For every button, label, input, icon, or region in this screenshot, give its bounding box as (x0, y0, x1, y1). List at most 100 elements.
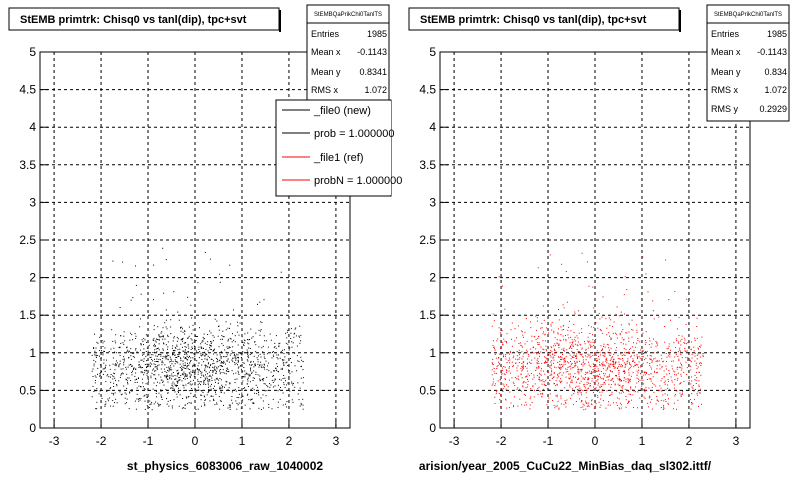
right-scatter-point (608, 354, 610, 356)
left-scatter-point (273, 370, 274, 372)
right-scatter-point (525, 401, 527, 403)
right-scatter-point (519, 354, 520, 356)
right-scatter-point (522, 385, 524, 387)
left-scatter-point (203, 333, 205, 335)
right-scatter-point (553, 373, 555, 375)
left-scatter-point (226, 346, 228, 348)
left-scatter-point (112, 400, 114, 402)
right-scatter-point (615, 361, 616, 363)
left-scatter-point (166, 328, 168, 330)
left-scatter-point (200, 346, 202, 348)
right-scatter-point (651, 386, 653, 388)
left-scatter-point (246, 383, 248, 385)
left-scatter-point (197, 384, 199, 386)
right-scatter-point (604, 355, 606, 357)
left-scatter-point (131, 334, 133, 336)
left-scatter-point (194, 345, 195, 347)
left-scatter-point (125, 393, 127, 395)
left-scatter-point (123, 356, 125, 358)
left-scatter-point (300, 404, 302, 406)
right-scatter-point (626, 332, 628, 334)
right-scatter-point (592, 375, 594, 377)
left-scatter-point (290, 338, 292, 339)
right-scatter-point (632, 329, 634, 331)
right-scatter-point (515, 378, 517, 380)
left-scatter-point (104, 370, 106, 372)
right-scatter-point (560, 358, 561, 360)
right-scatter-point (523, 393, 525, 395)
left-scatter-point (190, 384, 192, 386)
left-scatter-point (219, 354, 221, 356)
right-scatter-point (545, 362, 547, 363)
right-scatter-point (597, 370, 599, 372)
right-scatter-point (593, 363, 595, 365)
right-scatter-point (500, 394, 502, 396)
right-scatter-point (505, 341, 507, 343)
right-scatter-point (549, 365, 551, 367)
left-scatter-point (270, 384, 272, 386)
right-scatter-point (575, 340, 577, 342)
right-scatter-point (690, 369, 692, 371)
right-scatter-point (557, 366, 559, 368)
right-scatter-point (561, 359, 563, 360)
right-scatter-point (597, 368, 599, 370)
left-scatter-point (285, 380, 286, 382)
right-scatter-point (575, 356, 576, 358)
left-scatter-point (186, 352, 187, 354)
left-scatter-point (162, 352, 164, 354)
right-scatter-point (492, 358, 494, 360)
right-scatter-point (590, 341, 592, 343)
right-scatter-point (492, 381, 494, 383)
right-scatter-point (612, 366, 614, 367)
left-scatter-point (217, 335, 219, 337)
left-scatter-point (220, 338, 222, 340)
right-scatter-point (670, 376, 672, 378)
right-scatter-point (519, 357, 521, 359)
left-scatter-point (176, 370, 178, 372)
left-scatter-point (138, 385, 140, 387)
left-scatter-point (201, 390, 203, 392)
left-scatter-point (273, 375, 274, 376)
left-scatter-point (295, 335, 297, 337)
left-scatter-point (268, 370, 270, 372)
right-scatter-point (663, 406, 665, 408)
left-scatter-point (164, 375, 166, 377)
right-scatter-point (615, 367, 617, 369)
right-scatter-point (611, 378, 613, 380)
right-stats-label-1: Mean x (711, 47, 741, 57)
right-y-tick-label: 3 (429, 195, 436, 209)
right-scatter-point (576, 381, 577, 383)
right-scatter-point (563, 404, 565, 406)
left-scatter-point (211, 380, 213, 381)
right-scatter-point (498, 393, 500, 394)
left-scatter-point (157, 339, 159, 340)
left-scatter-point (165, 376, 167, 378)
right-scatter-point (551, 347, 553, 349)
right-scatter-point (643, 383, 644, 385)
left-scatter-point (204, 404, 206, 406)
right-scatter-point (694, 379, 696, 381)
right-scatter-point (549, 379, 551, 381)
left-scatter-point (191, 346, 193, 348)
left-scatter-point (130, 348, 132, 350)
right-scatter-point (618, 407, 620, 409)
left-scatter-point (195, 409, 197, 410)
right-scatter-point (565, 376, 567, 378)
right-scatter-point (571, 362, 573, 364)
left-scatter-point (127, 383, 129, 385)
right-scatter-point (498, 361, 499, 363)
right-scatter-point (497, 364, 499, 366)
left-scatter-point (210, 365, 211, 367)
left-scatter-point (163, 384, 165, 386)
left-scatter-point (110, 387, 112, 389)
right-scatter-point (700, 365, 702, 366)
left-scatter-point (105, 381, 107, 383)
left-scatter-point (205, 399, 207, 401)
right-stats-label-0: Entries (711, 29, 740, 39)
right-scatter-point (583, 363, 585, 365)
left-scatter-point (116, 402, 118, 404)
right-scatter-point (537, 337, 539, 339)
left-scatter-point (188, 396, 190, 397)
right-scatter-point (619, 408, 621, 410)
left-scatter-point (183, 407, 185, 409)
